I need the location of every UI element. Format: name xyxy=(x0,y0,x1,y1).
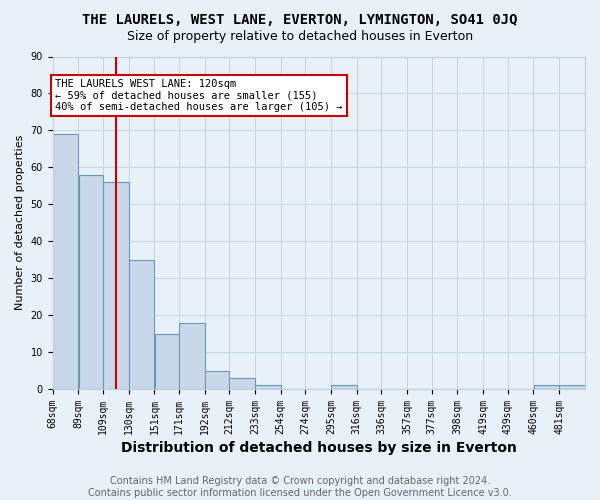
Bar xyxy=(229,378,255,389)
Bar xyxy=(129,260,154,389)
X-axis label: Distribution of detached houses by size in Everton: Distribution of detached houses by size … xyxy=(121,441,517,455)
Bar xyxy=(79,175,103,389)
Bar xyxy=(533,386,559,389)
Bar xyxy=(103,182,128,389)
Text: Size of property relative to detached houses in Everton: Size of property relative to detached ho… xyxy=(127,30,473,43)
Bar xyxy=(155,334,179,389)
Bar xyxy=(179,322,205,389)
Y-axis label: Number of detached properties: Number of detached properties xyxy=(15,135,25,310)
Bar xyxy=(255,386,281,389)
Text: THE LAURELS, WEST LANE, EVERTON, LYMINGTON, SO41 0JQ: THE LAURELS, WEST LANE, EVERTON, LYMINGT… xyxy=(82,12,518,26)
Text: Contains HM Land Registry data © Crown copyright and database right 2024.
Contai: Contains HM Land Registry data © Crown c… xyxy=(88,476,512,498)
Bar xyxy=(559,386,585,389)
Bar xyxy=(331,386,356,389)
Text: THE LAURELS WEST LANE: 120sqm
← 59% of detached houses are smaller (155)
40% of : THE LAURELS WEST LANE: 120sqm ← 59% of d… xyxy=(55,78,343,112)
Bar xyxy=(53,134,78,389)
Bar xyxy=(205,370,229,389)
